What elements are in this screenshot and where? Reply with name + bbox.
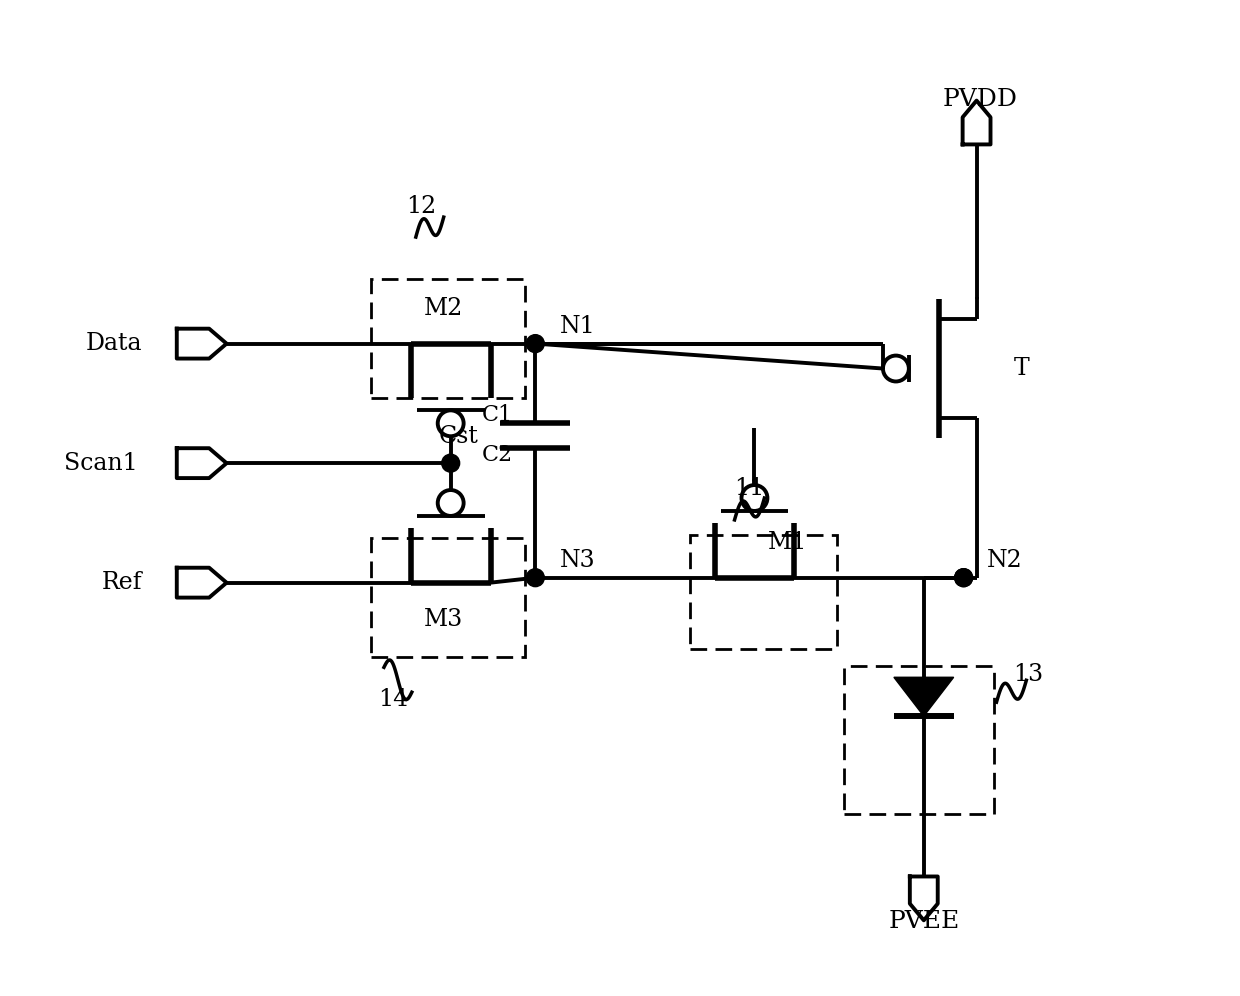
Text: 12: 12 [405, 194, 436, 218]
Text: M2: M2 [424, 297, 464, 321]
Text: N3: N3 [560, 549, 596, 573]
Bar [371, 538, 526, 657]
Text: N1: N1 [560, 315, 596, 339]
Text: 13: 13 [1013, 662, 1044, 686]
Text: PVEE: PVEE [888, 909, 960, 933]
Bar [371, 279, 526, 398]
Text: PVDD: PVDD [944, 88, 1018, 112]
Text: C1: C1 [481, 404, 512, 426]
Bar [844, 666, 993, 814]
Circle shape [526, 335, 544, 353]
Circle shape [955, 569, 972, 587]
Text: Scan1: Scan1 [64, 451, 138, 475]
Text: M3: M3 [424, 608, 463, 631]
Text: Ref: Ref [102, 571, 141, 595]
Text: C2: C2 [481, 444, 512, 466]
Text: M1: M1 [768, 531, 807, 555]
Text: Data: Data [86, 332, 141, 356]
Text: T: T [1013, 357, 1029, 380]
Text: N2: N2 [987, 549, 1022, 573]
Text: 11: 11 [734, 476, 765, 500]
Circle shape [955, 569, 972, 587]
Polygon shape [894, 677, 954, 716]
Bar [689, 535, 837, 649]
Text: Cst: Cst [439, 424, 479, 448]
Text: 14: 14 [378, 687, 408, 711]
Circle shape [441, 454, 460, 472]
Circle shape [526, 569, 544, 587]
